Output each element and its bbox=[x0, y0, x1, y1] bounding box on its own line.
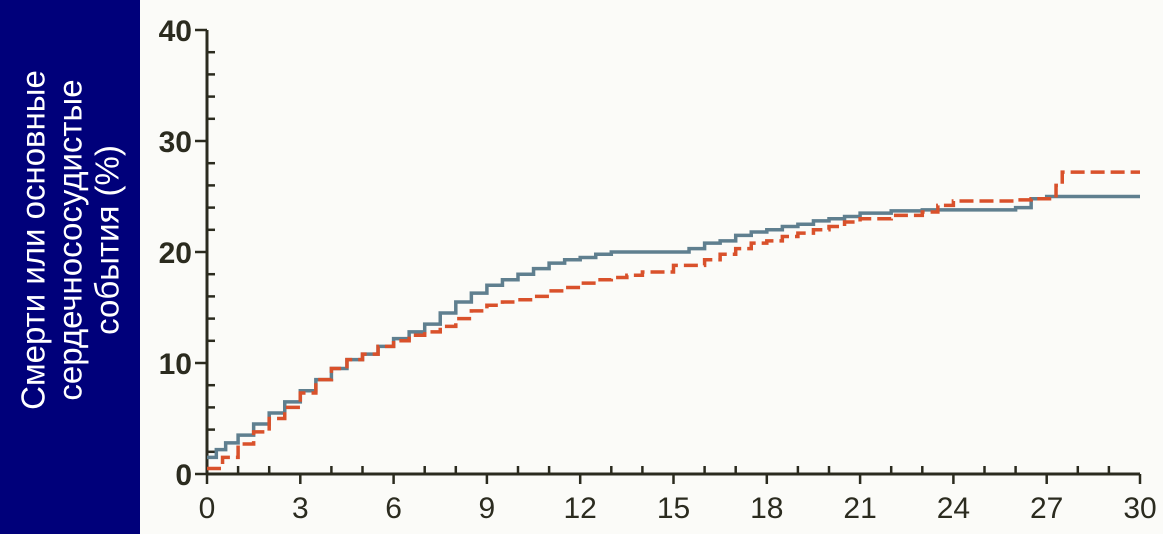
y-axis-title-panel: Смерти или основные сердечнососудистые с… bbox=[0, 0, 140, 534]
y-axis-title-line-2: сердечнососудистые bbox=[51, 79, 89, 401]
y-tick-label: 0 bbox=[175, 459, 192, 492]
series-1-line bbox=[207, 194, 1140, 460]
x-tick-label: 6 bbox=[385, 492, 402, 525]
x-tick-label: 15 bbox=[657, 492, 690, 525]
y-tick-label: 20 bbox=[159, 237, 192, 270]
y-axis-title: Смерти или основные сердечнососудистые с… bbox=[15, 0, 126, 490]
x-tick-label: 21 bbox=[843, 492, 876, 525]
x-tick-label: 9 bbox=[479, 492, 496, 525]
y-tick-label: 30 bbox=[159, 126, 192, 159]
x-tick-label: 24 bbox=[937, 492, 970, 525]
x-tick-label: 27 bbox=[1030, 492, 1063, 525]
chart-area: 0 10 20 30 40 0 3 6 9 12 15 18 21 24 27 30 bbox=[140, 0, 1163, 534]
y-axis-title-line-1: Смерти или основные bbox=[14, 70, 52, 410]
y-tick-label: 10 bbox=[159, 348, 192, 381]
x-tick-label: 30 bbox=[1123, 492, 1156, 525]
x-tick-label: 3 bbox=[292, 492, 309, 525]
y-tick-label: 40 bbox=[159, 15, 192, 48]
x-tick-label: 18 bbox=[750, 492, 783, 525]
line-chart: 0 10 20 30 40 0 3 6 9 12 15 18 21 24 27 30 bbox=[159, 15, 1157, 525]
series-2-line bbox=[207, 170, 1140, 471]
x-tick-label: 0 bbox=[199, 492, 216, 525]
y-axis-title-line-3: события (%) bbox=[88, 145, 126, 335]
x-tick-label: 12 bbox=[564, 492, 597, 525]
